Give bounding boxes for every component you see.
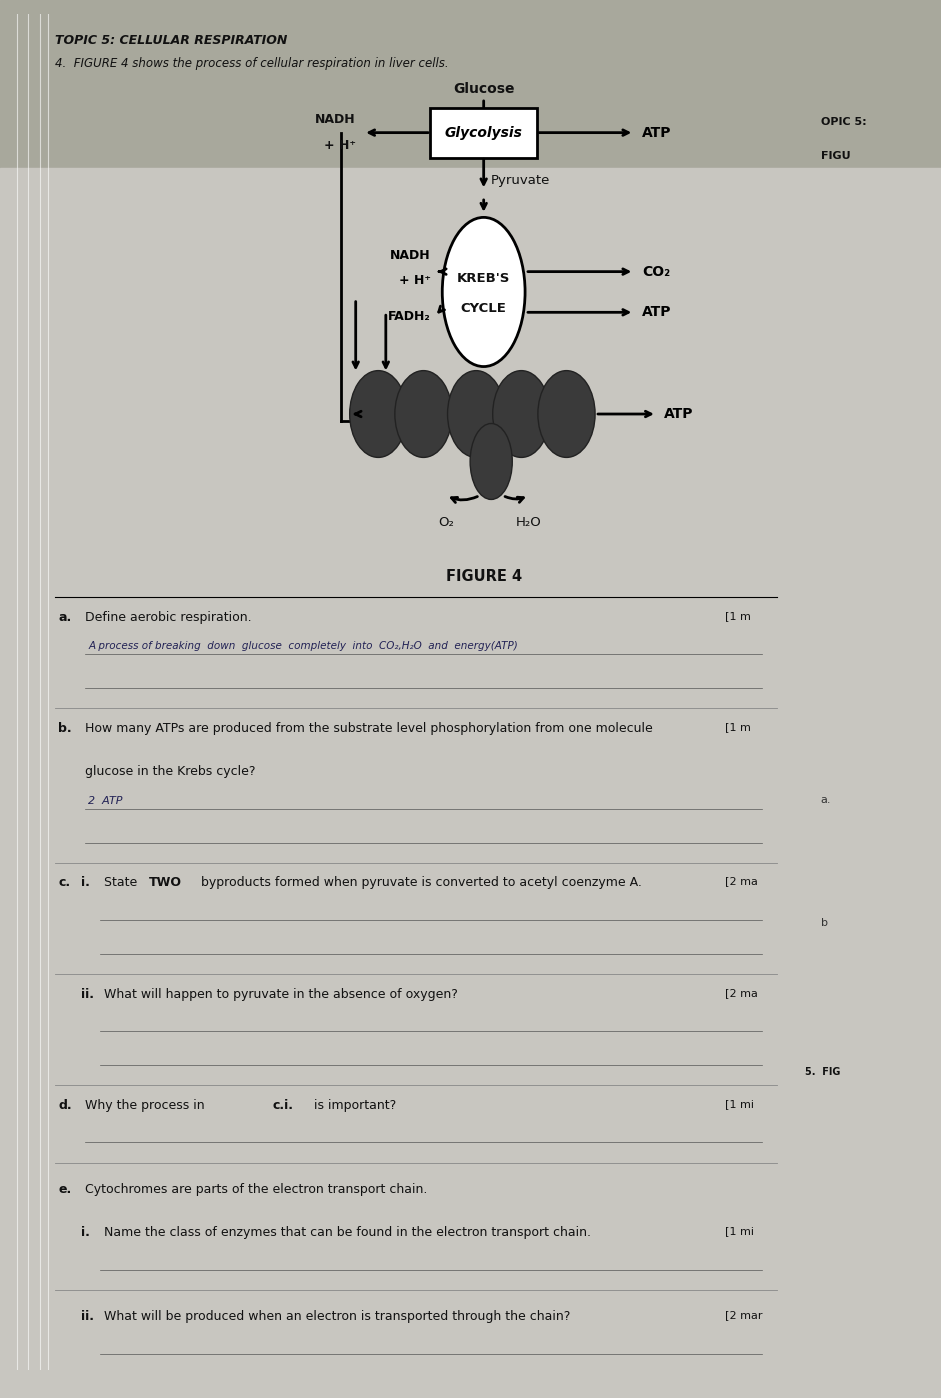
Text: + H⁺: + H⁺ bbox=[324, 140, 356, 152]
Text: CYCLE: CYCLE bbox=[461, 302, 506, 315]
Text: FADH₂: FADH₂ bbox=[389, 310, 431, 323]
Text: is important?: is important? bbox=[314, 1099, 396, 1111]
Text: TOPIC 5: CELLULAR RESPIRATION: TOPIC 5: CELLULAR RESPIRATION bbox=[55, 35, 287, 48]
Text: b: b bbox=[821, 917, 827, 927]
Bar bbox=[0, 0, 941, 168]
Text: [1 m: [1 m bbox=[725, 721, 750, 731]
Text: [1 mi: [1 mi bbox=[725, 1226, 754, 1236]
Text: [2 ma: [2 ma bbox=[725, 987, 758, 998]
Text: a.: a. bbox=[821, 795, 831, 805]
Text: c.i.: c.i. bbox=[273, 1099, 294, 1111]
Circle shape bbox=[470, 424, 512, 499]
Text: KREB'S: KREB'S bbox=[457, 273, 510, 285]
Text: i.: i. bbox=[81, 877, 89, 889]
Text: How many ATPs are produced from the substrate level phosphorylation from one mol: How many ATPs are produced from the subs… bbox=[85, 721, 652, 735]
Text: c.: c. bbox=[58, 877, 71, 889]
Text: b.: b. bbox=[58, 721, 72, 735]
Text: What will happen to pyruvate in the absence of oxygen?: What will happen to pyruvate in the abse… bbox=[104, 987, 457, 1001]
Text: Why the process in: Why the process in bbox=[85, 1099, 208, 1111]
Ellipse shape bbox=[395, 370, 452, 457]
Bar bbox=[0, 168, 941, 1398]
Text: glucose in the Krebs cycle?: glucose in the Krebs cycle? bbox=[85, 765, 255, 779]
Circle shape bbox=[442, 218, 525, 366]
Text: Glycolysis: Glycolysis bbox=[445, 126, 522, 140]
Text: O₂: O₂ bbox=[439, 516, 454, 528]
Text: ii.: ii. bbox=[81, 1310, 94, 1324]
Ellipse shape bbox=[493, 370, 550, 457]
Text: A process of breaking  down  glucose  completely  into  CO₂,H₂O  and  energy(ATP: A process of breaking down glucose compl… bbox=[88, 642, 518, 651]
Text: State: State bbox=[104, 877, 141, 889]
Text: ii.: ii. bbox=[81, 987, 94, 1001]
Text: Name the class of enzymes that can be found in the electron transport chain.: Name the class of enzymes that can be fo… bbox=[104, 1226, 591, 1239]
Text: a.: a. bbox=[58, 611, 72, 624]
Text: H₂O: H₂O bbox=[516, 516, 542, 528]
Text: 4.  FIGURE 4 shows the process of cellular respiration in liver cells.: 4. FIGURE 4 shows the process of cellula… bbox=[55, 57, 448, 70]
Text: FIGU: FIGU bbox=[821, 151, 850, 161]
FancyBboxPatch shape bbox=[430, 108, 537, 158]
Text: [2 mar: [2 mar bbox=[725, 1310, 762, 1320]
Text: [2 ma: [2 ma bbox=[725, 877, 758, 886]
Text: Pyruvate: Pyruvate bbox=[491, 175, 550, 187]
Text: 2  ATP: 2 ATP bbox=[88, 795, 123, 805]
Text: TWO: TWO bbox=[149, 877, 182, 889]
Text: byproducts formed when pyruvate is converted to acetyl coenzyme A.: byproducts formed when pyruvate is conve… bbox=[201, 877, 643, 889]
Text: + H⁺: + H⁺ bbox=[399, 274, 431, 288]
Text: Cytochromes are parts of the electron transport chain.: Cytochromes are parts of the electron tr… bbox=[85, 1183, 427, 1195]
Text: ATP: ATP bbox=[642, 305, 671, 319]
Text: ATP: ATP bbox=[642, 126, 671, 140]
Text: What will be produced when an electron is transported through the chain?: What will be produced when an electron i… bbox=[104, 1310, 570, 1324]
Text: Glucose: Glucose bbox=[453, 81, 515, 95]
Text: CO₂: CO₂ bbox=[642, 264, 670, 278]
Text: d.: d. bbox=[58, 1099, 72, 1111]
Text: FIGURE 4: FIGURE 4 bbox=[446, 569, 521, 584]
Text: ATP: ATP bbox=[664, 407, 694, 421]
Text: [1 mi: [1 mi bbox=[725, 1099, 754, 1109]
Text: e.: e. bbox=[58, 1183, 72, 1195]
Ellipse shape bbox=[350, 370, 407, 457]
Text: Define aerobic respiration.: Define aerobic respiration. bbox=[85, 611, 251, 624]
Text: OPIC 5:: OPIC 5: bbox=[821, 117, 866, 127]
Text: [1 m: [1 m bbox=[725, 611, 750, 621]
Ellipse shape bbox=[448, 370, 504, 457]
Text: NADH: NADH bbox=[315, 113, 356, 126]
Text: 5.  FIG: 5. FIG bbox=[805, 1067, 841, 1076]
Text: i.: i. bbox=[81, 1226, 89, 1239]
Ellipse shape bbox=[538, 370, 595, 457]
Text: NADH: NADH bbox=[391, 249, 431, 263]
